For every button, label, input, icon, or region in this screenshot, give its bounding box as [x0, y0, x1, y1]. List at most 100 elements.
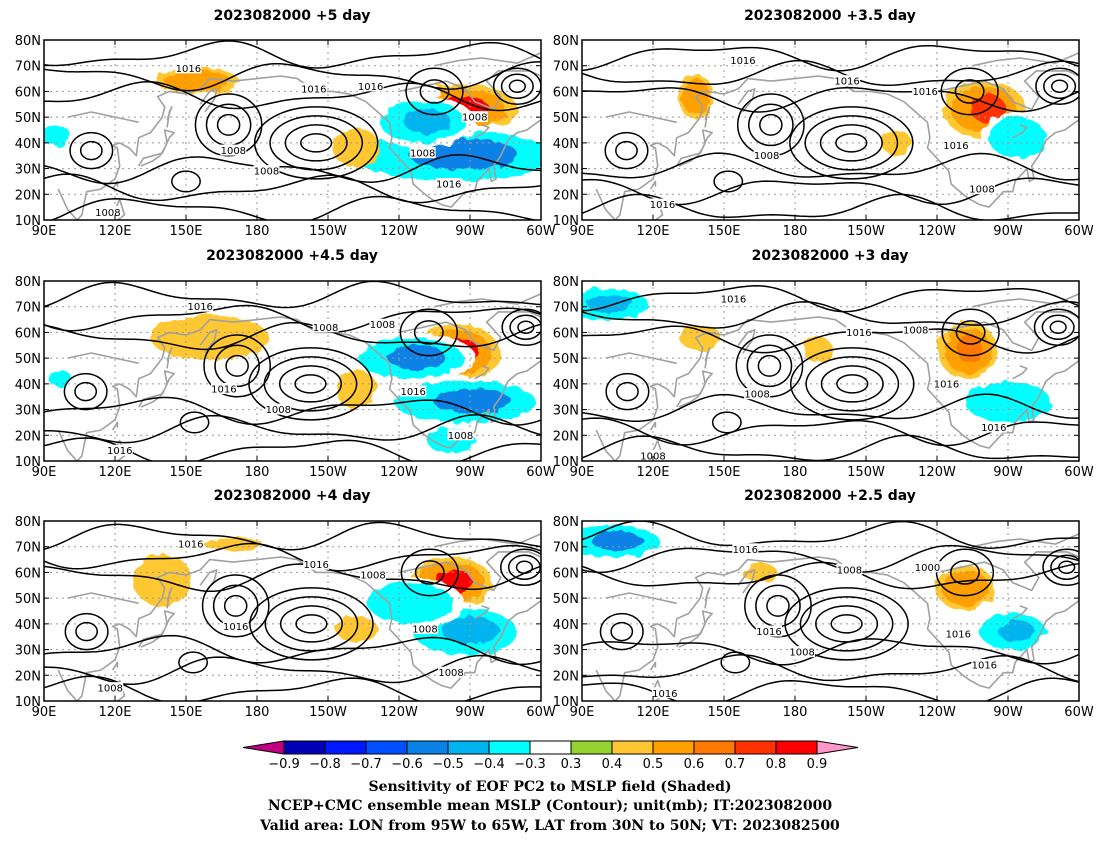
mslp-contour [582, 654, 1079, 683]
lon-tick-label: 120E [636, 224, 669, 239]
mslp-closed-contour [201, 574, 270, 638]
contour-label: 1016 [934, 379, 959, 390]
mslp-contour [582, 544, 1079, 574]
coastline [67, 352, 139, 365]
contour-label: 1016 [187, 302, 212, 313]
mslp-contour [582, 434, 1079, 461]
contour-label-bg [914, 561, 941, 573]
lon-tick-label: 90W [455, 705, 485, 720]
contour-label-bg [177, 538, 204, 550]
colorbar-swatch [693, 740, 736, 755]
mslp-closed-contour [820, 365, 884, 403]
contour-label: 1016 [176, 64, 201, 75]
mslp-closed-contour [225, 354, 249, 377]
contour-label-bg [435, 178, 462, 189]
contour-label: 1000 [915, 563, 940, 574]
contour-label-bg [744, 388, 771, 400]
mslp-closed-contour [405, 67, 464, 116]
coastline [704, 587, 711, 609]
sensitivity-core [753, 567, 769, 577]
mslp-closed-contour [264, 596, 359, 652]
contour-label-bg [412, 623, 439, 634]
mslp-closed-contour [216, 113, 241, 136]
coastline [111, 421, 119, 431]
contour-label: 1016 [301, 84, 326, 95]
contour-label-bg [265, 403, 292, 415]
mslp-closed-contour [400, 548, 459, 597]
mslp-closed-contour [74, 381, 98, 402]
lat-tick-label: 50N [553, 592, 579, 607]
lat-tick-label: 40N [553, 137, 579, 152]
coastline [166, 587, 173, 609]
coastline [114, 198, 126, 220]
coastline [649, 180, 657, 190]
coastline [1012, 124, 1028, 139]
mslp-contour [44, 304, 541, 333]
colorbar-label: −0.7 [350, 757, 382, 772]
mslp-contour [582, 59, 1079, 87]
contour-label-bg [845, 326, 872, 338]
lon-tick-label: 150W [847, 465, 885, 480]
colorbar-label: 0.4 [602, 757, 623, 772]
mslp-closed-contour [294, 374, 327, 394]
coastline [649, 421, 657, 431]
lat-tick-label: 70N [553, 541, 579, 556]
colorbar-label: −0.9 [268, 757, 300, 772]
contour-label-bg [210, 383, 237, 394]
sensitivity-core [222, 540, 249, 547]
lat-tick-label: 60N [15, 85, 41, 100]
footer-line-3: Valid area: LON from 95W to 65W, LAT fro… [259, 818, 840, 834]
lon-tick-label: 120W [918, 224, 956, 239]
lon-tick-label: 90E [32, 465, 57, 480]
mslp-closed-contour [746, 344, 793, 388]
lat-tick-label: 30N [15, 404, 41, 419]
mslp-closed-contour [1041, 314, 1075, 341]
mslp-closed-contour [515, 560, 534, 575]
lat-tick-label: 10N [15, 455, 41, 470]
coastline [1012, 365, 1028, 380]
colorbar-swatch [734, 740, 777, 755]
contour-label: 1008 [360, 571, 385, 582]
coastline [972, 52, 1079, 67]
coastline [972, 293, 1079, 308]
mslp-closed-contour [1035, 67, 1079, 106]
mslp-closed-contour [955, 320, 986, 345]
mslp-closed-contour [815, 605, 879, 643]
lat-tick-label: 80N [553, 34, 579, 49]
lat-tick-label: 60N [553, 566, 579, 581]
contour-label: 1016 [652, 689, 677, 700]
lat-tick-label: 30N [553, 644, 579, 659]
contour-label-bg [834, 75, 861, 87]
lon-tick-label: 150E [707, 224, 740, 239]
contour-label-bg [220, 144, 247, 156]
mslp-closed-contour [1050, 79, 1069, 94]
mslp-closed-contour [64, 612, 109, 651]
contour-label-bg [409, 147, 436, 159]
lon-tick-label: 60W [1064, 224, 1094, 239]
lon-tick-label: 120E [98, 705, 131, 720]
contour-label-bg [461, 111, 488, 123]
sensitivity-core [348, 622, 368, 635]
contour-label: 1016 [303, 560, 328, 571]
lon-tick-label: 180 [783, 224, 808, 239]
contour-label: 1016 [436, 180, 461, 191]
colorbar-label: 0.7 [725, 757, 746, 772]
contour-label: 1016 [211, 385, 236, 396]
coastline [199, 329, 218, 354]
lat-tick-label: 10N [553, 214, 579, 229]
coastline [434, 52, 541, 67]
mslp-closed-contour [720, 651, 751, 674]
contour-label-bg [97, 682, 124, 694]
mslp-contour [44, 61, 541, 92]
coastline [1012, 605, 1028, 620]
mslp-closed-contour [819, 124, 883, 162]
panel-title: 2023082000 +5 day [214, 8, 371, 24]
mslp-closed-contour [212, 584, 259, 628]
mslp-closed-contour [757, 354, 782, 377]
coastline [138, 129, 175, 167]
mslp-contour [582, 285, 1079, 313]
lat-tick-label: 60N [15, 326, 41, 341]
lon-tick-label: 120W [380, 224, 418, 239]
contour-label: 1008 [313, 323, 338, 334]
lat-tick-label: 40N [15, 378, 41, 393]
